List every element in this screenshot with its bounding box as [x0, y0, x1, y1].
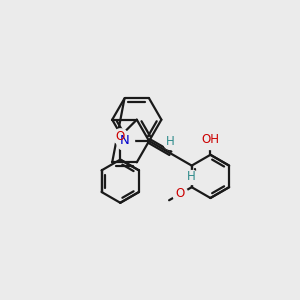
Text: OH: OH [201, 133, 219, 146]
Text: O: O [116, 130, 125, 143]
Text: H: H [166, 135, 175, 148]
Text: H: H [187, 170, 196, 184]
Text: N: N [120, 134, 129, 148]
Text: O: O [176, 188, 184, 200]
